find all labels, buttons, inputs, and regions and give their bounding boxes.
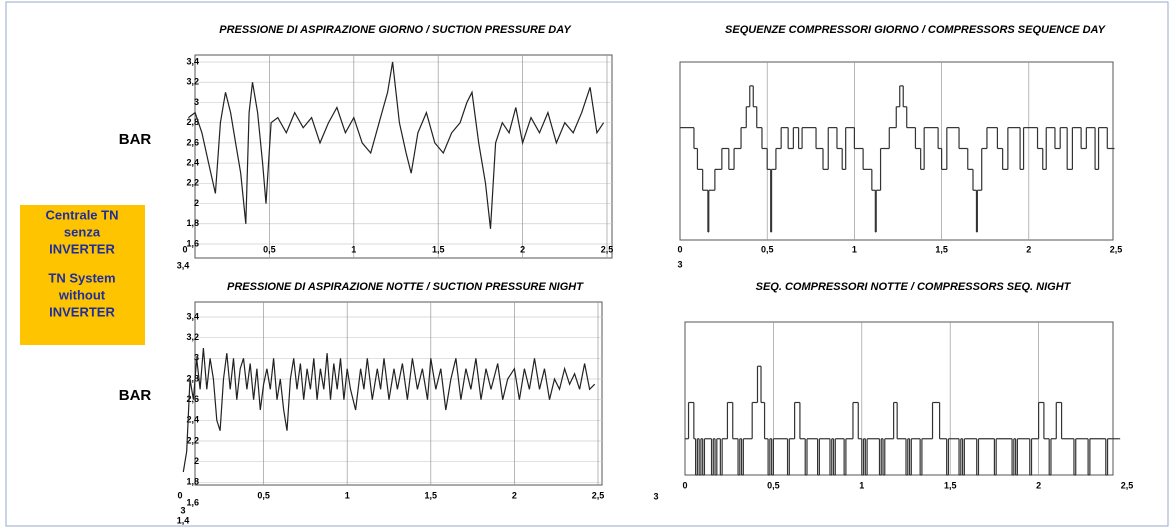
chart-title: PRESSIONE DI ASPIRAZIONE NOTTE / SUCTION… — [227, 281, 584, 293]
x-tick-label: 1 — [351, 244, 356, 254]
box-line: INVERTER — [49, 241, 115, 256]
x-tick-label: 0,5 — [767, 480, 780, 490]
box-line: TN System — [48, 270, 115, 285]
x-tick-label: 0 — [677, 244, 682, 254]
x-tick-label: 0,5 — [257, 490, 270, 500]
plot-frame — [679, 61, 1114, 241]
y-tick-label: 3 — [194, 97, 199, 107]
x-tick-label: 2 — [512, 490, 517, 500]
y-tick-label: 1,6 — [186, 497, 199, 507]
x-tick-label: 1,5 — [935, 244, 948, 254]
plot-frame — [684, 321, 1114, 476]
x-tick-label: 0 — [182, 244, 187, 254]
y-tick-label: 2 — [194, 456, 199, 466]
x-tick-label: 2 — [520, 244, 525, 254]
y-tick-label: 2,8 — [186, 373, 199, 383]
y-tick-label: 2,4 — [186, 157, 199, 167]
x-tick-label: 2,5 — [592, 490, 605, 500]
y-tick-label: 1,8 — [186, 218, 199, 228]
unit-label: BAR — [119, 387, 152, 404]
x-tick-label: 2,5 — [1121, 480, 1134, 490]
data-line — [182, 347, 596, 473]
x-tick-label: 1,5 — [432, 244, 445, 254]
y-tick-label: 3,4 — [186, 311, 199, 321]
box-line: Centrale TN — [46, 207, 119, 222]
x-tick-label: 0,5 — [263, 244, 276, 254]
x-tick-label: 2,5 — [1110, 244, 1123, 254]
y-tick-label: 3,4 — [186, 56, 199, 66]
y-tick-label: 2,4 — [186, 415, 199, 425]
x-tick-label: 2,5 — [601, 244, 614, 254]
annotation: 3 — [677, 259, 682, 269]
annotation: 3 — [180, 505, 185, 515]
x-tick-label: 1 — [345, 490, 350, 500]
x-tick-label: 2 — [1036, 480, 1041, 490]
x-tick-label: 1,5 — [425, 490, 438, 500]
x-tick-label: 1 — [859, 480, 864, 490]
chart-title: SEQUENZE COMPRESSORI GIORNO / COMPRESSOR… — [725, 24, 1107, 36]
chart-title: SEQ. COMPRESSORI NOTTE / COMPRESSORS SEQ… — [756, 281, 1072, 293]
x-tick-label: 1,5 — [944, 480, 957, 490]
info-box — [20, 205, 145, 345]
y-tick-label: 2 — [194, 198, 199, 208]
chart-title: PRESSIONE DI ASPIRAZIONE GIORNO / SUCTIO… — [219, 24, 572, 36]
y-tick-label: 3,2 — [186, 77, 199, 87]
y-tick-label: 2,2 — [186, 435, 199, 445]
y-tick-label: 2,8 — [186, 117, 199, 127]
annotation: 3 — [653, 491, 658, 501]
box-line: INVERTER — [49, 304, 115, 319]
y-tick-label: 1,6 — [186, 238, 199, 248]
annotation: 3,4 — [177, 260, 190, 270]
x-tick-label: 1 — [852, 244, 857, 254]
x-tick-label: 0 — [177, 490, 182, 500]
unit-label: BAR — [119, 131, 152, 148]
x-tick-label: 0,5 — [761, 244, 774, 254]
x-tick-label: 0 — [682, 480, 687, 490]
y-tick-label: 2,2 — [186, 178, 199, 188]
data-line — [188, 61, 605, 229]
box-line: without — [58, 287, 106, 302]
x-tick-label: 2 — [1026, 244, 1031, 254]
y-tick-label: 1,8 — [186, 477, 199, 487]
plot-frame — [194, 54, 613, 259]
frame — [5, 1, 1169, 527]
plot-frame — [194, 301, 603, 486]
box-line: senza — [64, 224, 101, 239]
y-tick-label: 3 — [194, 353, 199, 363]
annotation: 1,4 — [177, 515, 190, 525]
y-tick-label: 3,2 — [186, 332, 199, 342]
y-tick-label: 2,6 — [186, 137, 199, 147]
